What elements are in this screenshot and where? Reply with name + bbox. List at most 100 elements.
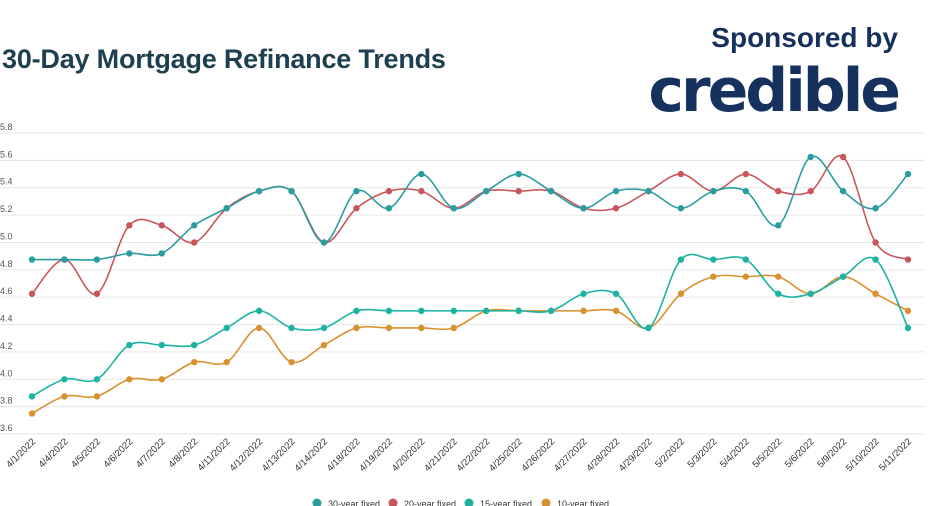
data-point	[742, 170, 749, 178]
data-point	[677, 290, 685, 297]
data-point	[710, 273, 717, 280]
data-point	[515, 170, 522, 178]
data-point	[580, 307, 587, 315]
x-tick-label: 5/4/2022	[718, 436, 752, 470]
x-tick-label: 4/12/2022	[228, 436, 266, 474]
data-point	[547, 187, 555, 195]
data-point	[807, 290, 814, 297]
data-point	[126, 376, 133, 383]
data-point	[191, 239, 198, 246]
data-point	[385, 324, 393, 332]
y-tick-label: 3.8	[0, 396, 13, 406]
data-point	[450, 205, 457, 212]
data-point	[450, 324, 457, 332]
x-tick-label: 4/13/2022	[260, 436, 298, 474]
x-tick-label: 5/10/2022	[844, 436, 882, 474]
x-tick-label: 4/27/2022	[552, 436, 590, 474]
data-point	[515, 307, 522, 315]
data-point	[742, 187, 749, 195]
legend-label: 10-year fixed	[557, 499, 609, 506]
x-tick-label: 4/18/2022	[325, 436, 363, 474]
x-tick-label: 5/3/2022	[686, 436, 720, 470]
y-tick-label: 5.6	[0, 149, 13, 159]
data-point	[93, 256, 101, 263]
data-point	[612, 290, 620, 297]
data-point	[223, 205, 230, 212]
series-line	[32, 155, 909, 261]
data-point	[288, 358, 295, 366]
legend-label: 30-year fixed	[328, 499, 380, 506]
data-point	[904, 256, 912, 263]
x-tick-label: 4/1/2022	[4, 436, 38, 470]
data-point	[255, 307, 263, 315]
x-tick-label: 4/4/2022	[37, 436, 71, 470]
x-tick-label: 4/22/2022	[455, 436, 493, 474]
data-point	[418, 324, 425, 332]
series-lines	[28, 153, 912, 417]
legend: 30-year fixed 20-year fixed 15-year fixed 1…	[312, 498, 609, 506]
data-point	[677, 205, 685, 212]
y-tick-label: 4.2	[0, 341, 13, 351]
y-axis-ticks: 3.6 3.8 4.0 4.2 4.4 4.6 4.8 5.0 5.2 5.4 5.6 5.8	[0, 122, 13, 433]
data-point	[710, 187, 717, 195]
x-tick-label: 4/7/2022	[134, 436, 168, 470]
data-point	[353, 307, 360, 315]
data-point	[223, 324, 230, 332]
data-point	[775, 187, 782, 195]
data-point	[612, 187, 620, 195]
data-point	[158, 376, 165, 383]
series-line	[31, 253, 909, 398]
data-point	[353, 205, 360, 212]
data-point	[385, 307, 393, 315]
data-point	[126, 250, 133, 257]
data-point	[872, 205, 879, 212]
x-tick-label: 4/25/2022	[487, 436, 525, 474]
data-point	[28, 290, 36, 297]
data-point	[904, 307, 912, 315]
series-line	[31, 154, 909, 295]
data-point	[158, 222, 165, 229]
gridlines	[0, 132, 925, 435]
chart-title: 30-Day Mortgage Refinance Trends	[2, 44, 446, 74]
data-point	[742, 256, 749, 263]
data-point	[320, 324, 328, 332]
data-point	[288, 324, 295, 332]
data-point	[872, 290, 879, 297]
data-point	[677, 256, 685, 263]
credible-logo: credible	[648, 56, 901, 126]
data-point	[288, 187, 295, 195]
data-point	[775, 290, 782, 297]
data-point	[645, 324, 652, 332]
x-tick-label: 5/11/2022	[877, 436, 914, 473]
legend-item: 15-year fixed	[464, 498, 532, 506]
data-point	[839, 153, 847, 161]
data-point	[872, 256, 879, 263]
legend-marker	[388, 498, 398, 506]
data-point	[28, 393, 36, 400]
legend-item: 30-year fixed	[312, 498, 380, 506]
data-point	[612, 205, 620, 212]
data-point	[61, 393, 68, 400]
data-point	[580, 290, 587, 297]
y-tick-label: 5.8	[0, 122, 13, 132]
data-point	[839, 273, 847, 280]
data-point	[418, 170, 425, 178]
data-point	[28, 410, 36, 417]
data-point	[483, 187, 490, 195]
data-point	[904, 324, 912, 332]
data-point	[126, 222, 133, 229]
legend-item: 10-year fixed	[541, 498, 609, 506]
data-point	[255, 187, 263, 195]
data-point	[158, 341, 165, 349]
data-point	[385, 187, 393, 195]
y-tick-label: 4.8	[0, 259, 13, 269]
y-tick-label: 5.2	[0, 204, 13, 214]
x-tick-label: 4/11/2022	[196, 436, 233, 473]
data-point	[904, 170, 912, 178]
x-tick-label: 4/5/2022	[69, 436, 103, 470]
x-tick-label: 4/29/2022	[617, 436, 655, 474]
data-point	[353, 324, 360, 332]
data-point	[839, 187, 847, 195]
y-tick-label: 3.6	[0, 423, 13, 433]
data-point	[580, 205, 587, 212]
